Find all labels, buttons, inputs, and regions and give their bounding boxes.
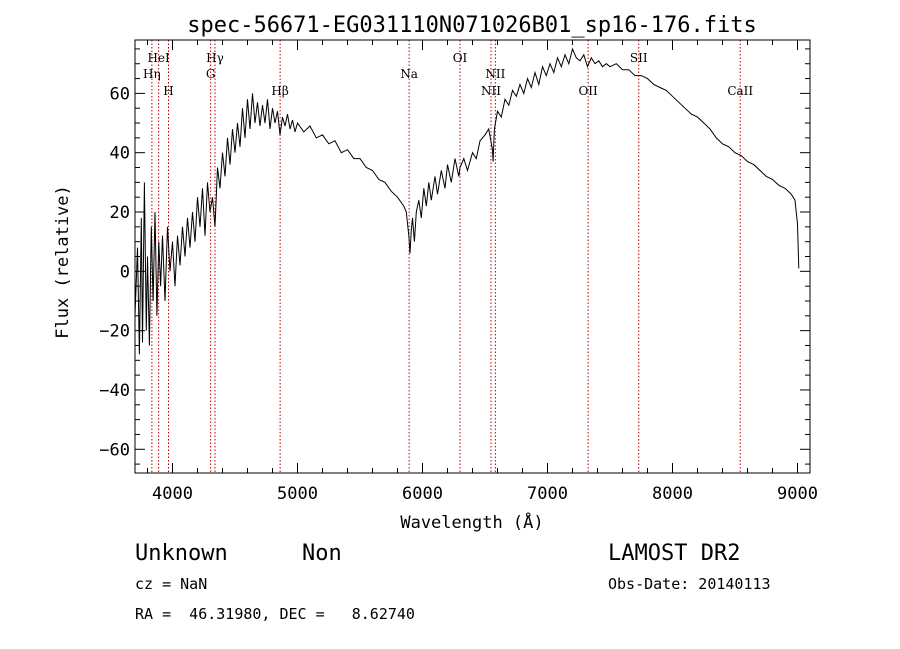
x-tick-label: 6000 — [402, 484, 443, 504]
y-axis-label: Flux (relative) — [53, 185, 73, 339]
redshift-text: cz = NaN — [135, 575, 207, 593]
marker-label: Hη — [143, 67, 161, 81]
y-tick-label: 0 — [120, 262, 130, 282]
x-tick-label: 4000 — [152, 484, 193, 504]
x-tick-label: 5000 — [277, 484, 318, 504]
plot-frame — [134, 39, 811, 474]
y-tick-label: 40 — [110, 144, 130, 164]
coordinates-text: RA = 46.31980, DEC = 8.62740 — [135, 605, 415, 623]
marker-label: Hβ — [271, 84, 288, 98]
y-tick-label: −60 — [99, 440, 130, 460]
marker-label: NII — [485, 67, 505, 81]
marker-label: NII — [481, 84, 501, 98]
x-axis-label: Wavelength (Å) — [400, 511, 543, 533]
axes: 4000 5000 6000 7000 8000 9000 −60 −40 −20 0 20 40 60 — [99, 39, 818, 504]
object-subclass: Non — [302, 541, 342, 566]
marker-label: OII — [578, 84, 598, 98]
y-tick-label: −40 — [99, 381, 130, 401]
marker-label: H — [163, 84, 173, 98]
x-tick-label: 7000 — [527, 484, 568, 504]
chart-title: spec-56671-EG031110N071026B01_sp16-176.f… — [187, 13, 757, 38]
survey-name: LAMOST DR2 — [608, 541, 740, 566]
marker-label: HeI — [147, 51, 170, 65]
y-tick-label: −20 — [99, 322, 130, 342]
y-tick-label: 20 — [110, 203, 130, 223]
x-tick-label: 9000 — [777, 484, 818, 504]
y-tick-label: 60 — [110, 84, 130, 104]
marker-label: SII — [630, 51, 648, 65]
marker-label: CaII — [727, 84, 753, 98]
marker-label: OI — [453, 51, 468, 65]
x-tick-label: 8000 — [652, 484, 693, 504]
object-class: Unknown — [135, 541, 228, 566]
line-markers: HeI HηH Hγ G Hβ Na OI NII NII OII SII CaII — [143, 40, 753, 473]
marker-label: Hγ — [206, 51, 224, 65]
obs-date-text: Obs-Date: 20140113 — [608, 575, 771, 593]
spectrum-line — [134, 47, 800, 355]
marker-label: G — [206, 67, 216, 81]
marker-label: Na — [400, 67, 418, 81]
